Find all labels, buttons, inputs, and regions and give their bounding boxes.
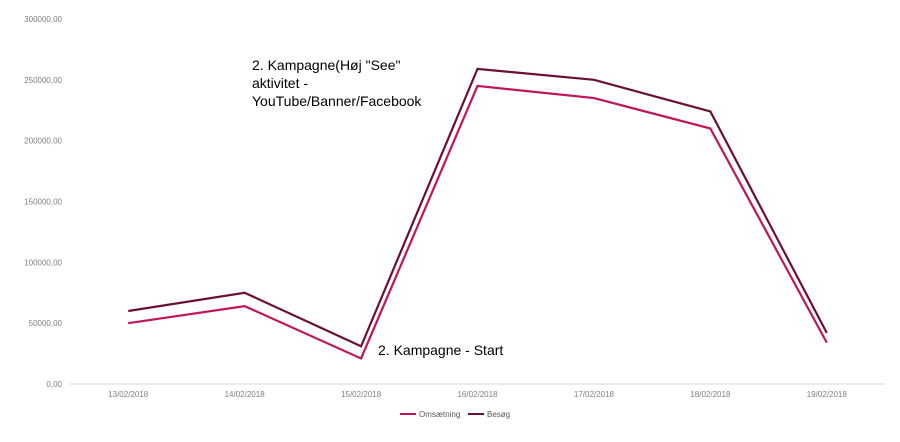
annotation-campaign-see-line-1: 2. Kampagne(Høj "See" [252,57,400,73]
series-lines [128,67,828,360]
x-tick-label: 14/02/2018 [225,390,266,399]
y-tick-label: 200000,00 [24,137,62,146]
legend-label-besog: Besøg [487,410,510,419]
x-tick-label: 19/02/2018 [807,390,848,399]
annotation-campaign-see: 2. Kampagne(Høj "See" aktivitet - YouTub… [252,57,422,109]
y-tick-label: 50000,00 [29,319,63,328]
x-tick-label: 17/02/2018 [574,390,615,399]
x-tick-label: 18/02/2018 [690,390,731,399]
x-tick-label: 16/02/2018 [457,390,498,399]
legend-label-omsaetning: Omsætning [419,410,460,419]
annotation-campaign-see-line-2: aktivitet - [252,75,308,91]
annotation-campaign-start-line-1: 2. Kampagne - Start [378,342,503,358]
y-axis-tick-labels: 0,00 50000,00 100000,00 150000,00 200000,00 2… [24,15,62,389]
y-tick-label: 300000,00 [24,15,62,24]
y-tick-label: 0,00 [46,380,62,389]
x-axis-tick-labels: 13/02/2018 14/02/2018 15/02/2018 16/02/2018… [108,390,847,399]
y-tick-label: 100000,00 [24,258,62,267]
series-line-1 [128,67,828,348]
annotation-campaign-start: 2. Kampagne - Start [378,342,503,358]
legend: Omsætning Besøg [400,410,510,419]
annotation-campaign-see-line-3: YouTube/Banner/Facebook [252,93,422,109]
series-line-0 [128,84,828,360]
x-tick-label: 15/02/2018 [341,390,382,399]
y-tick-label: 150000,00 [24,198,62,207]
x-tick-label: 13/02/2018 [108,390,149,399]
y-tick-label: 250000,00 [24,76,62,85]
